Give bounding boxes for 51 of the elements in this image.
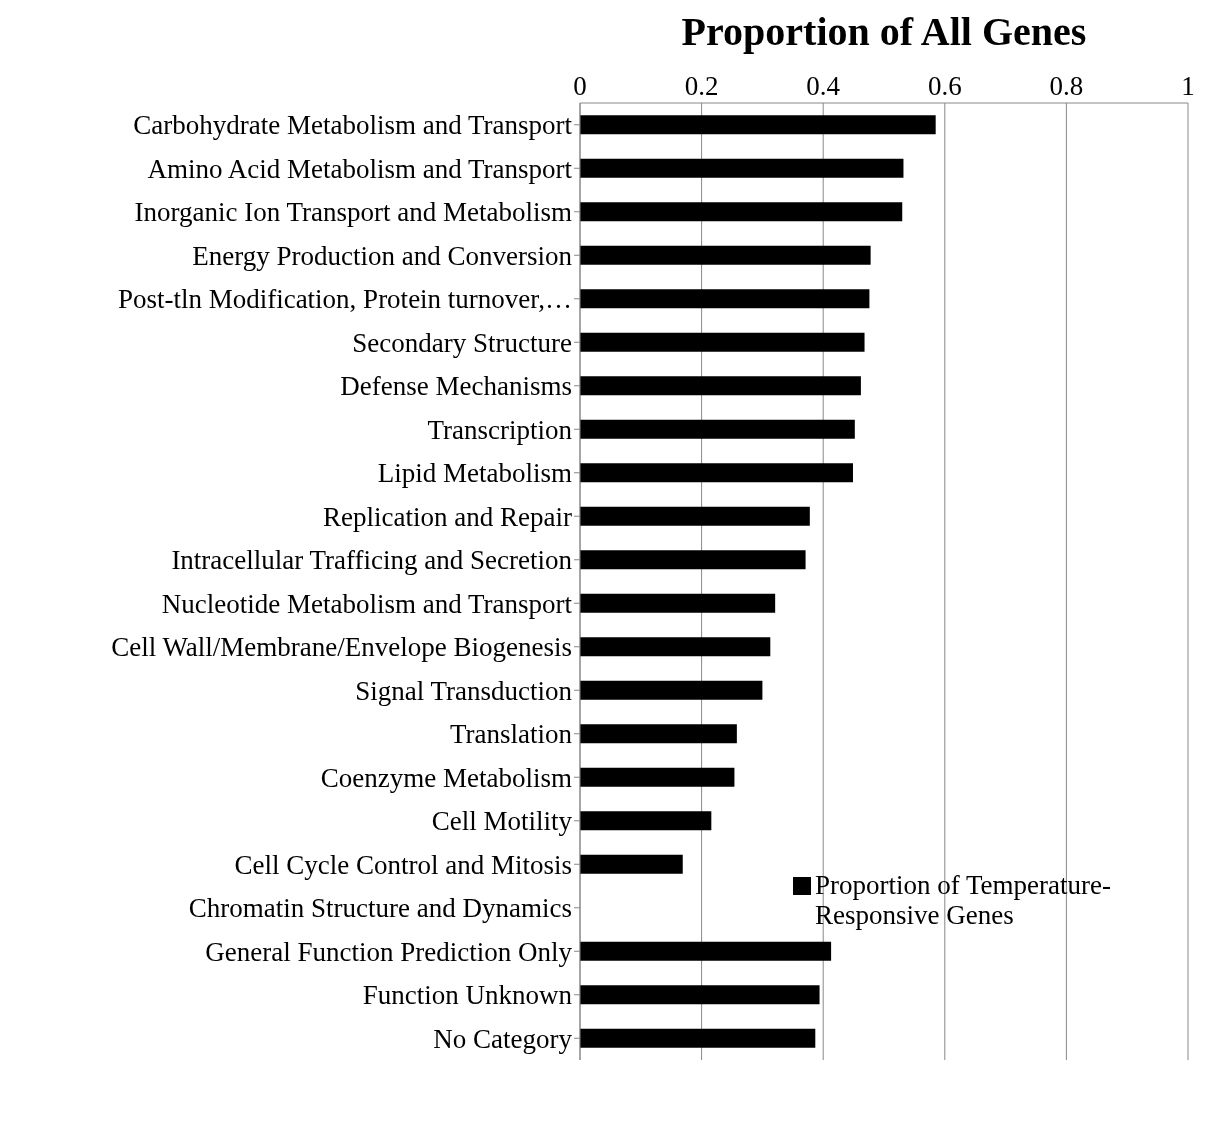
y-tick-label: Replication and Repair (323, 501, 573, 532)
x-tick-label: 0 (573, 71, 587, 101)
bar (580, 332, 865, 352)
y-tick-label: Cell Cycle Control and Mitosis (234, 849, 572, 880)
bar (580, 245, 871, 265)
x-tick-label: 0.2 (684, 71, 719, 101)
bar (580, 941, 832, 961)
y-tick-label: Secondary Structure (352, 327, 573, 358)
chart-title: Proportion of All Genes (680, 8, 1088, 55)
x-tick-label: 0.8 (1049, 71, 1084, 101)
y-tick-label: Lipid Metabolism (377, 458, 572, 489)
bar (580, 289, 870, 309)
y-tick-label: Carbohydrate Metabolism and Transport (133, 110, 573, 141)
bar (580, 985, 820, 1005)
y-tick-label: Nucleotide Metabolism and Transport (161, 588, 573, 619)
y-tick-label: Amino Acid Metabolism and Transport (147, 153, 573, 184)
bar (580, 854, 683, 874)
x-tick-label: 0.6 (927, 71, 962, 101)
y-tick-label: Defense Mechanisms (340, 371, 572, 402)
bar (580, 637, 771, 657)
y-tick-label: Transcription (427, 414, 573, 445)
y-tick-label: Coenzyme Metabolism (320, 762, 572, 793)
y-tick-label: Translation (449, 719, 573, 750)
bar (580, 593, 776, 613)
bar (580, 202, 903, 222)
bar (580, 376, 861, 396)
x-tick-label: 1 (1181, 71, 1195, 101)
legend-label: Proportion of Temperature-Responsive Genes (815, 870, 1113, 930)
bar (580, 419, 855, 439)
bar (580, 158, 904, 178)
y-tick-label: Signal Transduction (355, 675, 573, 706)
x-tick-label: 0.4 (806, 71, 841, 101)
bar (580, 1028, 816, 1048)
bar (580, 767, 735, 787)
y-tick-label: Intracellular Trafficing and Secretion (171, 545, 573, 576)
y-tick-label: Function Unknown (362, 980, 573, 1011)
y-tick-label: Energy Production and Conversion (192, 240, 573, 271)
y-tick-label: Cell Motility (431, 806, 573, 837)
y-tick-label: Cell Wall/Membrane/Envelope Biogenesis (111, 632, 572, 663)
bar (580, 724, 737, 744)
y-tick-label: Inorganic Ion Transport and Metabolism (134, 197, 572, 228)
bar (580, 680, 763, 700)
y-tick-label: General Function Prediction Only (205, 936, 573, 967)
y-tick-label: No Category (433, 1023, 573, 1054)
y-tick-label: Post-tln Modification, Protein turnover,… (117, 284, 572, 315)
y-tick-label: Chromatin Structure and Dynamics (188, 893, 572, 924)
bar (580, 506, 810, 526)
bar (580, 811, 712, 831)
bar (580, 115, 936, 135)
bar (580, 463, 853, 483)
bar (580, 550, 806, 570)
